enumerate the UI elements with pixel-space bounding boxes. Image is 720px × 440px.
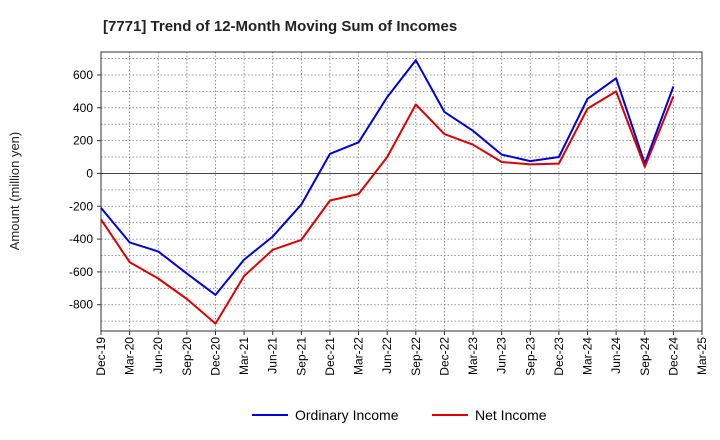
x-tick-label: Mar-22 [352, 337, 366, 375]
x-tick-label: Jun-24 [609, 337, 623, 374]
x-tick-label: Sep-20 [180, 337, 194, 376]
x-tick-label: Mar-25 [695, 337, 709, 375]
x-tick-labels: Dec-19 Mar-20 Jun-20 Sep-20 Dec-20 Mar-21 Jun-… [94, 331, 709, 376]
x-tick-label: Dec-23 [552, 337, 566, 376]
x-tick-label: Mar-24 [581, 337, 595, 375]
x-tick-label: Jun-21 [266, 337, 280, 374]
x-tick-label: Sep-23 [523, 337, 537, 376]
x-tick-label: Mar-20 [123, 337, 137, 375]
x-tick-label: Sep-22 [409, 337, 423, 376]
plot-frame [100, 51, 703, 332]
y-tick-label: -400 [69, 232, 93, 246]
x-tick-label: Dec-21 [323, 337, 337, 376]
ordinary-income-legend-label: Ordinary Income [295, 407, 399, 423]
y-axis-label: Amount (million yen) [7, 132, 22, 251]
y-tick-label: 400 [73, 101, 93, 115]
x-tick-label: Mar-21 [237, 337, 251, 375]
series-lines [100, 59, 675, 325]
y-tick-label: 600 [73, 68, 93, 82]
legend: Ordinary Income Net Income [252, 407, 547, 423]
chart-title: [7771] Trend of 12-Month Moving Sum of I… [103, 18, 457, 35]
x-tick-label: Jun-20 [151, 337, 165, 374]
x-tick-label: Dec-19 [94, 337, 108, 376]
y-tick-label: 0 [86, 166, 93, 180]
y-tick-label: -600 [69, 265, 93, 279]
y-tick-labels: -800 -600 -400 -200 0 200 400 600 [69, 68, 101, 312]
x-tick-label: Jun-23 [495, 337, 509, 374]
plot-border [100, 51, 703, 332]
x-tick-label: Jun-22 [380, 337, 394, 374]
y-tick-label: -200 [69, 199, 93, 213]
x-tick-label: Dec-24 [666, 337, 680, 376]
y-tick-label: 200 [73, 134, 93, 148]
x-tick-label: Dec-22 [437, 337, 451, 376]
x-tick-label: Sep-24 [638, 337, 652, 376]
x-tick-label: Mar-23 [466, 337, 480, 375]
x-tick-label: Sep-21 [294, 337, 308, 376]
net-income-legend-label: Net Income [475, 407, 547, 423]
ordinary-income-line [100, 59, 675, 296]
grid [101, 52, 702, 331]
y-tick-label: -800 [69, 298, 93, 312]
net-income-line [100, 90, 675, 325]
x-tick-label: Dec-20 [208, 337, 222, 376]
